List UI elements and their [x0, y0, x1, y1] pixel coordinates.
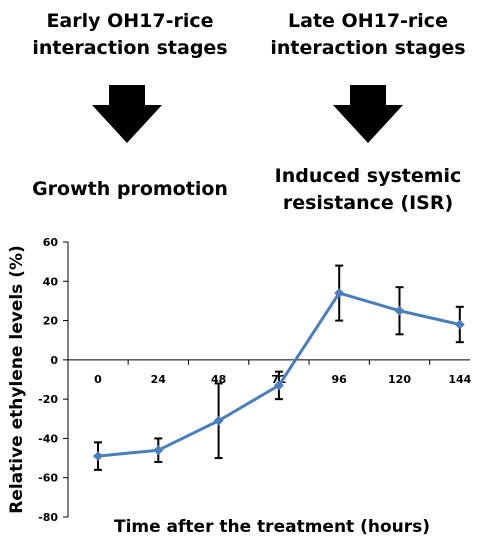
data-point: [213, 415, 224, 426]
growth-promotion-label: Growth promotion: [15, 176, 245, 203]
y-tick-label: 20: [43, 315, 59, 328]
x-tick-label: 120: [388, 373, 411, 386]
isr-label: Induced systemic resistance (ISR): [258, 163, 478, 217]
x-tick-label: 144: [448, 373, 471, 386]
y-tick-label: 60: [43, 236, 59, 249]
y-tick-label: -80: [38, 511, 58, 524]
early-stage-title: Early OH17-rice interaction stages: [20, 8, 240, 62]
late-stage-line1: Late OH17-rice: [288, 10, 448, 32]
data-point: [454, 319, 465, 330]
y-axis-label: Relative ethylene levels (%): [7, 245, 27, 514]
x-axis-label: Time after the treatment (hours): [114, 517, 430, 537]
late-stage-title: Late OH17-rice interaction stages: [258, 8, 478, 62]
x-tick-labels: 024487296120144: [94, 373, 471, 386]
y-tick-label: -40: [38, 432, 58, 445]
early-stage-line1: Early OH17-rice: [46, 10, 214, 32]
early-stage-line2: interaction stages: [32, 37, 228, 59]
y-tick-labels: 60 40 20 0 -20 -40 -60 -80: [38, 236, 58, 524]
data-point: [153, 445, 164, 456]
isr-line1: Induced systemic: [274, 165, 462, 187]
y-tick-label: 40: [43, 275, 59, 288]
chart-axes: [63, 241, 470, 518]
data-point: [93, 451, 103, 462]
x-tick-label: 0: [94, 373, 102, 386]
x-tick-label: 96: [332, 373, 348, 386]
data-point: [334, 288, 345, 299]
isr-line2: resistance (ISR): [282, 192, 454, 214]
error-bars: [94, 264, 464, 471]
data-point: [394, 305, 405, 316]
y-tick-label: -20: [38, 393, 58, 406]
y-tick-label: -60: [38, 472, 58, 485]
x-tick-label: 24: [151, 373, 167, 386]
y-tick-label: 0: [50, 354, 58, 367]
down-arrow-icon: [333, 85, 403, 143]
data-points: [93, 288, 465, 462]
data-point: [273, 380, 284, 391]
late-stage-line2: interaction stages: [270, 37, 466, 59]
growth-promotion-text: Growth promotion: [32, 178, 228, 200]
down-arrow-icon: [92, 85, 162, 143]
